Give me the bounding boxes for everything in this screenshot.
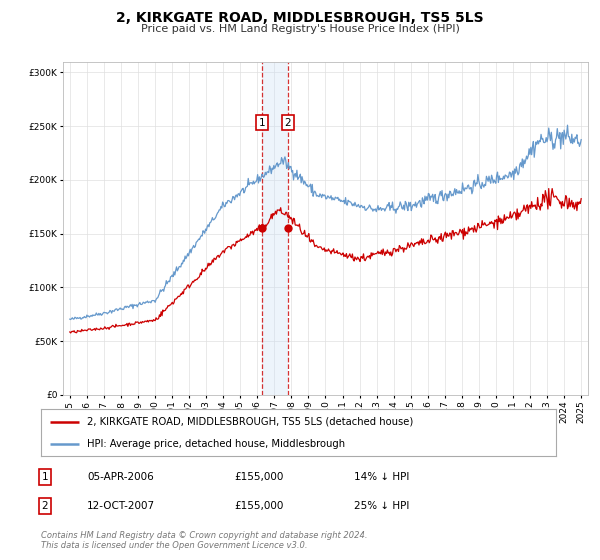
Text: £155,000: £155,000 — [234, 472, 283, 482]
Text: 12-OCT-2007: 12-OCT-2007 — [87, 501, 155, 511]
Text: 25% ↓ HPI: 25% ↓ HPI — [354, 501, 409, 511]
Text: 2: 2 — [41, 501, 49, 511]
Text: 2, KIRKGATE ROAD, MIDDLESBROUGH, TS5 5LS (detached house): 2, KIRKGATE ROAD, MIDDLESBROUGH, TS5 5LS… — [87, 417, 413, 427]
Bar — [262, 62, 288, 395]
Text: 05-APR-2006: 05-APR-2006 — [87, 472, 154, 482]
Text: 1: 1 — [259, 118, 265, 128]
Text: £155,000: £155,000 — [234, 501, 283, 511]
Text: 14% ↓ HPI: 14% ↓ HPI — [354, 472, 409, 482]
Text: 1: 1 — [41, 472, 49, 482]
Text: Contains HM Land Registry data © Crown copyright and database right 2024.
This d: Contains HM Land Registry data © Crown c… — [41, 531, 367, 550]
Text: 2, KIRKGATE ROAD, MIDDLESBROUGH, TS5 5LS: 2, KIRKGATE ROAD, MIDDLESBROUGH, TS5 5LS — [116, 11, 484, 25]
Text: HPI: Average price, detached house, Middlesbrough: HPI: Average price, detached house, Midd… — [87, 438, 345, 449]
Text: 2: 2 — [284, 118, 291, 128]
Text: Price paid vs. HM Land Registry's House Price Index (HPI): Price paid vs. HM Land Registry's House … — [140, 24, 460, 34]
